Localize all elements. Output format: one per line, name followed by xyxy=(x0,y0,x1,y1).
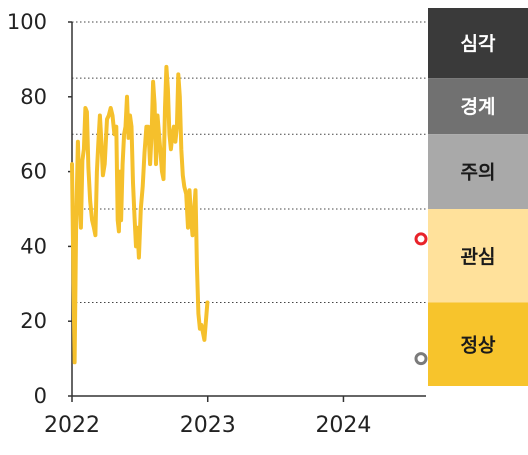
y-tick-label: 20 xyxy=(20,309,47,333)
series-layer xyxy=(70,64,210,365)
y-tick-label: 0 xyxy=(34,384,47,408)
marker-layer xyxy=(414,232,428,366)
risk-band-label: 관심 xyxy=(461,246,496,268)
value-marker xyxy=(414,232,428,246)
risk-band xyxy=(428,209,528,303)
risk-band xyxy=(428,8,528,79)
risk-band xyxy=(428,78,528,135)
y-axis-ticks: 0 20 40 60 80 100 xyxy=(7,10,72,408)
risk-band-label: 정상 xyxy=(461,334,496,356)
y-tick-label: 40 xyxy=(20,234,47,258)
x-tick-label: 2022 xyxy=(44,413,100,438)
y-tick-label: 80 xyxy=(20,85,47,109)
risk-band-label: 경계 xyxy=(461,96,496,118)
grid-lines xyxy=(72,21,426,303)
risk-band xyxy=(428,302,528,386)
x-tick-label: 2024 xyxy=(315,413,371,438)
x-axis-ticks: 2022 2023 2024 xyxy=(44,396,371,438)
risk-band-label: 주의 xyxy=(461,162,496,184)
series-line xyxy=(70,64,210,365)
y-tick-label: 100 xyxy=(7,10,47,34)
y-tick-label: 60 xyxy=(20,160,47,184)
x-tick-label: 2023 xyxy=(180,413,236,438)
risk-band xyxy=(428,134,528,209)
risk-band-label: 심각 xyxy=(461,33,496,55)
value-marker xyxy=(414,352,428,366)
